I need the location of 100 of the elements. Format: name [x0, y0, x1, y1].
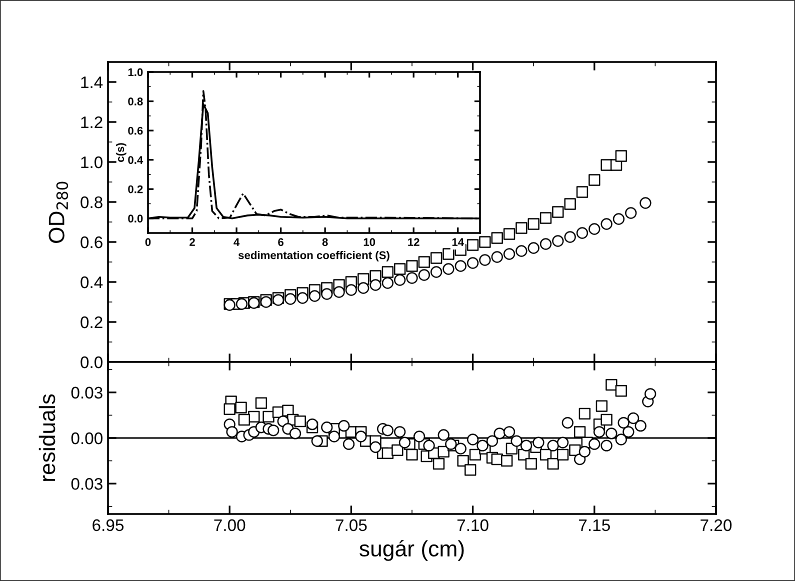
point [235, 402, 247, 414]
point [615, 434, 627, 446]
point [268, 424, 280, 436]
point [615, 385, 627, 397]
point [503, 228, 516, 240]
y-tick-label: 0.0 [128, 214, 143, 222]
point [442, 263, 454, 275]
x-tick-label: 14 [452, 238, 464, 246]
point [540, 238, 552, 250]
point [370, 441, 382, 453]
point [224, 403, 236, 415]
x-tick-label: 6 [278, 238, 284, 246]
y-tick-label: 0.4 [80, 276, 103, 288]
point [342, 438, 355, 450]
x-tick-label: 7.05 [336, 519, 367, 532]
point [552, 235, 564, 247]
point [612, 213, 625, 225]
point [398, 436, 411, 448]
point [525, 458, 537, 470]
point [606, 378, 618, 391]
point [532, 436, 544, 448]
point [510, 435, 522, 447]
point [574, 426, 586, 438]
point [556, 448, 569, 461]
point [442, 248, 454, 260]
point [457, 454, 469, 467]
point [593, 426, 606, 438]
point [392, 444, 404, 456]
point [547, 440, 559, 452]
point [625, 207, 637, 219]
point [289, 428, 302, 440]
point [528, 218, 540, 230]
point [520, 440, 532, 452]
point [328, 430, 340, 442]
point [345, 284, 358, 296]
point [552, 206, 564, 218]
y-tick-label: 0.2 [80, 316, 102, 328]
x-tick-label: 7.10 [457, 519, 488, 532]
point [466, 239, 479, 251]
y-tick-label: 1.4 [81, 76, 103, 88]
point [236, 298, 248, 310]
point [634, 420, 646, 432]
x-tick-label: 4 [234, 238, 240, 246]
y-tick-label: 0.8 [80, 196, 102, 208]
point [430, 266, 442, 278]
point [464, 464, 476, 476]
x-tick-label: 2 [190, 238, 195, 246]
point [600, 440, 612, 452]
point [432, 458, 445, 470]
x-tick-label: 8 [322, 238, 328, 246]
y-axis-title: c(s) [116, 143, 126, 162]
point [564, 198, 576, 210]
x-tick-label: 10 [364, 238, 376, 246]
point [600, 218, 612, 230]
x-tick-label: 12 [408, 238, 420, 246]
point [588, 174, 600, 186]
point [355, 430, 367, 442]
x-tick-label: 0 [145, 238, 151, 246]
point [540, 212, 552, 224]
y-tick-label: 0.03 [71, 386, 102, 399]
point [615, 150, 627, 162]
point [294, 415, 306, 428]
point [438, 429, 450, 441]
y-tick-label: 0.03 [71, 478, 102, 490]
point [445, 438, 457, 450]
point [501, 454, 513, 467]
point [321, 422, 333, 434]
x-tick-label: 7.15 [579, 519, 610, 532]
point [382, 424, 394, 436]
point [284, 293, 296, 305]
point [296, 292, 308, 304]
y-tick-label: 0.4 [128, 156, 144, 164]
point [311, 435, 323, 447]
point [321, 288, 333, 300]
point [491, 232, 503, 244]
point [338, 420, 350, 432]
point [640, 197, 652, 209]
point [503, 426, 516, 438]
point [333, 286, 345, 298]
point [406, 272, 418, 284]
point [418, 269, 430, 281]
point [394, 263, 406, 275]
y-tick-label: 0.00 [71, 432, 102, 444]
point [503, 248, 516, 260]
point [556, 436, 569, 448]
point [406, 448, 418, 461]
point [606, 428, 618, 440]
point [308, 290, 321, 302]
point [596, 400, 608, 412]
y-tick-label: 0.2 [128, 185, 143, 194]
y-tick-label: 0.0 [80, 356, 102, 368]
point [466, 257, 479, 269]
point [578, 408, 591, 420]
point [564, 231, 576, 243]
point [622, 426, 634, 438]
point [618, 416, 630, 429]
point [576, 186, 588, 198]
y-tick-label: 1.2 [81, 116, 102, 128]
point [588, 223, 600, 235]
y-axis-title: OD$_{280}$ [48, 182, 68, 243]
